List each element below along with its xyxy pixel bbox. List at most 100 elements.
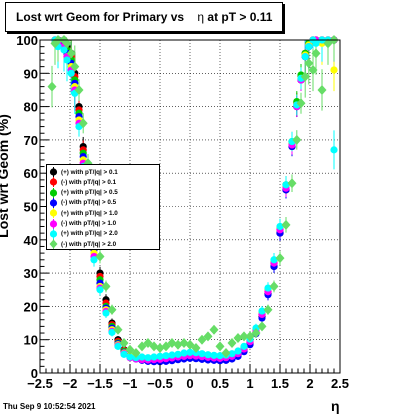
legend-marker-shape xyxy=(49,168,58,176)
data-point-series-7 xyxy=(300,71,310,82)
legend-item: (-) with pT/|q| > 0.5 xyxy=(49,197,117,208)
legend-marker xyxy=(49,218,58,229)
data-point-series-7 xyxy=(296,98,306,109)
chart-title: Lost wrt Geom for Primary vs η at pT > 0… xyxy=(5,2,283,32)
data-point-series-7 xyxy=(304,58,314,69)
data-point-series-7 xyxy=(221,348,231,359)
data-point-series-6 xyxy=(114,342,122,350)
x-tick-label: 0.5 xyxy=(211,376,229,391)
legend-marker-shape xyxy=(49,188,58,197)
y-tick-label: 90 xyxy=(24,66,38,81)
legend-marker xyxy=(49,187,58,198)
data-point-series-7 xyxy=(119,338,129,349)
data-point-series-7 xyxy=(233,333,243,344)
data-point-series-6 xyxy=(174,350,182,358)
y-tick-label: 100 xyxy=(16,33,38,48)
x-axis-label: η xyxy=(331,398,340,414)
data-point-series-6 xyxy=(102,309,110,317)
legend-marker xyxy=(49,239,58,250)
legend-item: (+) with pT/|q| > 0.5 xyxy=(49,187,118,198)
data-point-series-6 xyxy=(138,353,146,361)
legend-label: (+) with pT/|q| > 0.5 xyxy=(61,189,118,197)
legend-item: (-) with pT/|q| > 0.1 xyxy=(49,177,117,188)
data-point-series-7 xyxy=(269,281,279,292)
x-tick-label: −2 xyxy=(63,376,78,391)
x-tick-label: 2.5 xyxy=(331,376,349,391)
data-point-series-6 xyxy=(210,351,218,359)
data-point-series-6 xyxy=(204,351,212,359)
data-point-series-6 xyxy=(305,43,313,51)
y-tick-label: 80 xyxy=(24,100,38,115)
data-point-series-6 xyxy=(216,352,224,360)
legend-marker xyxy=(49,208,58,219)
data-point-series-4 xyxy=(330,66,338,74)
data-point-series-6 xyxy=(96,286,104,294)
y-tick-label: 40 xyxy=(24,233,38,248)
legend-item: (-) with pT/|q| > 1.0 xyxy=(49,218,117,229)
data-point-series-6 xyxy=(180,349,188,357)
data-point-series-6 xyxy=(240,342,248,350)
data-point-series-7 xyxy=(179,338,189,349)
data-point-series-7 xyxy=(275,253,285,264)
data-point-series-7 xyxy=(251,328,261,339)
legend-label: (-) with pT/|q| > 1.0 xyxy=(61,220,117,227)
x-tick-label: 0 xyxy=(186,376,193,391)
data-point-series-7 xyxy=(70,61,80,72)
data-point-series-6 xyxy=(120,350,128,358)
data-point-series-6 xyxy=(156,352,164,360)
data-point-series-7 xyxy=(78,118,88,129)
data-point-series-7 xyxy=(308,64,318,75)
legend-label: (-) with pT/|q| > 2.0 xyxy=(61,240,117,248)
data-point-series-7 xyxy=(113,324,123,335)
legend-label: (+) with pT/|q| > 1.0 xyxy=(61,209,118,217)
data-point-series-7 xyxy=(317,84,327,95)
legend-marker-shape xyxy=(49,178,58,186)
data-point-series-7 xyxy=(131,348,141,359)
data-point-series-6 xyxy=(67,69,75,77)
data-point-series-7 xyxy=(257,321,267,332)
data-point-series-7 xyxy=(209,324,219,335)
legend-item: (+) with pT/|q| > 2.0 xyxy=(49,228,118,239)
data-point-series-7 xyxy=(62,38,72,49)
legend-marker xyxy=(49,228,58,239)
y-axis-label: Lost wrt Geom (%) xyxy=(0,114,11,238)
data-point-series-6 xyxy=(301,53,309,61)
legend-marker-shape xyxy=(49,239,58,249)
x-tick-label: −1.5 xyxy=(87,376,113,391)
data-point-series-6 xyxy=(258,307,266,315)
x-tick-label: −2.5 xyxy=(27,376,53,391)
x-tick-label: 1.5 xyxy=(271,376,289,391)
title-suffix: at pT > 0.11 xyxy=(204,10,273,24)
data-point-series-7 xyxy=(107,304,117,315)
legend-item: (-) with pT/|q| > 2.0 xyxy=(49,239,117,250)
legend-label: (-) with pT/|q| > 0.1 xyxy=(61,178,117,186)
y-tick-label: 0 xyxy=(31,366,38,381)
data-point-series-7 xyxy=(287,178,297,189)
title-prefix: Lost wrt Geom for Primary vs xyxy=(16,10,185,24)
data-point-series-7 xyxy=(66,48,76,59)
legend-label: (-) with pT/|q| > 0.5 xyxy=(61,199,117,207)
timestamp-footer: Thu Sep 9 10:52:54 2021 xyxy=(3,402,96,411)
title-eta: η xyxy=(197,10,205,24)
legend-marker-shape xyxy=(49,219,58,228)
data-point-series-6 xyxy=(108,328,116,336)
y-tick-label: 70 xyxy=(24,133,38,148)
data-point-series-6 xyxy=(60,46,68,54)
data-point-series-6 xyxy=(63,56,71,64)
y-tick-label: 60 xyxy=(24,166,38,181)
data-point-series-7 xyxy=(281,219,291,230)
data-point-series-7 xyxy=(101,281,111,292)
data-point-series-7 xyxy=(239,331,249,342)
legend-label: (+) with pT/|q| > 0.1 xyxy=(61,168,118,176)
legend-marker xyxy=(49,177,58,188)
data-point-series-6 xyxy=(234,347,242,355)
data-point-series-7 xyxy=(173,339,183,350)
x-tick-label: −1 xyxy=(123,376,138,391)
x-tick-label: −0.5 xyxy=(147,376,173,391)
legend-marker-shape xyxy=(49,209,58,217)
data-point-series-7 xyxy=(215,341,225,352)
legend: (+) with pT/|q| > 0.1 (-) with pT/|q| > 0… xyxy=(46,164,160,250)
data-point-series-7 xyxy=(263,304,273,315)
data-point-series-6 xyxy=(168,351,176,359)
